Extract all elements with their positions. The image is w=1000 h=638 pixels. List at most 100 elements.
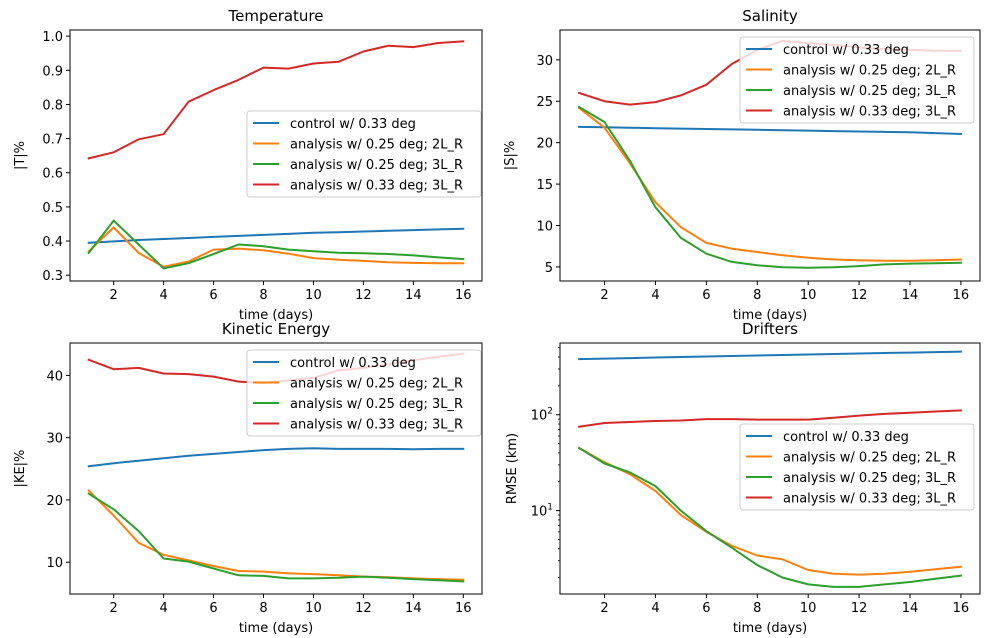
legend-label-1: control w/ 0.33 deg bbox=[783, 43, 909, 58]
x-tick-label: 6 bbox=[209, 601, 217, 616]
y-tick-label: 0.6 bbox=[42, 167, 63, 182]
y-axis-label: |KE|% bbox=[13, 450, 28, 488]
x-tick-label: 6 bbox=[702, 601, 710, 616]
legend: control w/ 0.33 deg analysis w/ 0.25 deg;… bbox=[739, 36, 975, 124]
x-tick-label: 4 bbox=[159, 288, 167, 303]
y-tick-label: 102 bbox=[531, 407, 553, 424]
x-tick-label: 8 bbox=[753, 288, 761, 303]
series-line-1 bbox=[578, 125, 962, 136]
series-line-2 bbox=[577, 446, 962, 576]
x-tick-label: 10 bbox=[800, 601, 817, 616]
axes-frame bbox=[69, 29, 483, 282]
y-tick-label: 40 bbox=[46, 369, 63, 384]
legend: control w/ 0.33 deg analysis w/ 0.25 deg;… bbox=[246, 110, 482, 198]
y-axis-label: |T|% bbox=[13, 141, 28, 170]
chart-panel-3: Kinetic Energy 2 4 6 8 10 12 14 16 10 20 30 40 time (… bbox=[13, 320, 483, 636]
y-axis-label: RMSE (km) bbox=[505, 433, 520, 504]
axes-frame bbox=[69, 342, 483, 595]
x-tick-label: 2 bbox=[110, 601, 118, 616]
legend-label-1: control w/ 0.33 deg bbox=[290, 117, 416, 132]
y-tick-label: 0.3 bbox=[42, 269, 63, 284]
x-tick-label: 2 bbox=[600, 601, 608, 616]
chart-panel-1: Temperature 2 4 6 8 10 12 14 16 0.3 0.4 0.5 0.6 0.7 0.… bbox=[13, 7, 483, 323]
legend-box bbox=[739, 36, 975, 124]
y-tick-label: 10 bbox=[46, 556, 63, 571]
x-axis-label: time (days) bbox=[239, 308, 313, 323]
x-axis-label: time (days) bbox=[733, 621, 807, 636]
x-tick-label: 10 bbox=[305, 288, 322, 303]
y-tick-label: 30 bbox=[46, 432, 63, 447]
x-tick-label: 4 bbox=[651, 288, 659, 303]
x-tick-label: 16 bbox=[455, 601, 472, 616]
series-line-2 bbox=[87, 489, 465, 581]
legend-label-3: analysis w/ 0.25 deg; 3L_R bbox=[783, 84, 956, 99]
axes-frame bbox=[559, 29, 981, 282]
y-tick-label: 0.7 bbox=[42, 133, 63, 148]
y-tick-label: 1.0 bbox=[42, 30, 63, 45]
legend-label-4: analysis w/ 0.33 deg; 3L_R bbox=[290, 179, 463, 194]
chart-title: Temperature bbox=[227, 7, 323, 25]
legend: control w/ 0.33 deg analysis w/ 0.25 deg;… bbox=[246, 349, 482, 437]
y-tick-label: 0.5 bbox=[42, 201, 63, 216]
x-tick-label: 14 bbox=[405, 288, 422, 303]
legend-label-2: analysis w/ 0.25 deg; 2L_R bbox=[783, 451, 956, 466]
x-tick-label: 14 bbox=[405, 601, 422, 616]
chart-panel-4: Drifters 2 4 6 8 10 12 14 16 101 102 time (days) RMS… bbox=[505, 320, 981, 636]
x-tick-label: 8 bbox=[259, 601, 267, 616]
y-tick-label: 5 bbox=[545, 261, 553, 276]
y-tick-label: 20 bbox=[46, 494, 63, 509]
x-tick-label: 4 bbox=[159, 601, 167, 616]
x-axis-label: time (days) bbox=[239, 621, 313, 636]
x-tick-label: 14 bbox=[902, 601, 919, 616]
x-axis-label: time (days) bbox=[733, 308, 807, 323]
legend-label-2: analysis w/ 0.25 deg; 2L_R bbox=[290, 138, 463, 153]
x-tick-label: 8 bbox=[259, 288, 267, 303]
plot-area bbox=[577, 350, 963, 588]
chart-panel-2: Salinity 2 4 6 8 10 12 14 16 5 10 15 20 25 30 time (day… bbox=[503, 7, 981, 323]
y-tick-label: 0.4 bbox=[42, 235, 63, 250]
x-tick-label: 6 bbox=[702, 288, 710, 303]
x-tick-label: 12 bbox=[851, 288, 868, 303]
x-tick-label: 12 bbox=[851, 601, 868, 616]
chart-title: Kinetic Energy bbox=[222, 320, 330, 338]
y-tick-label: 30 bbox=[536, 54, 553, 69]
x-tick-label: 12 bbox=[355, 288, 372, 303]
plot-area bbox=[87, 40, 465, 270]
x-tick-label: 12 bbox=[355, 601, 372, 616]
series-line-2 bbox=[87, 226, 465, 268]
x-tick-label: 4 bbox=[651, 601, 659, 616]
series-line-1 bbox=[578, 350, 962, 361]
series-line-1 bbox=[87, 447, 465, 468]
series-line-4 bbox=[87, 40, 465, 160]
legend-label-3: analysis w/ 0.25 deg; 3L_R bbox=[290, 397, 463, 412]
x-tick-label: 6 bbox=[209, 288, 217, 303]
series-line-3 bbox=[87, 492, 465, 583]
y-tick-label: 101 bbox=[531, 503, 553, 520]
legend-label-4: analysis w/ 0.33 deg; 3L_R bbox=[290, 418, 463, 433]
legend-label-1: control w/ 0.33 deg bbox=[783, 430, 909, 445]
y-tick-label: 0.9 bbox=[42, 64, 63, 79]
series-line-4 bbox=[577, 409, 962, 428]
x-tick-label: 2 bbox=[110, 288, 118, 303]
x-tick-label: 16 bbox=[455, 288, 472, 303]
legend: control w/ 0.33 deg analysis w/ 0.25 deg;… bbox=[739, 423, 975, 511]
y-tick-label: 25 bbox=[536, 95, 553, 110]
chart-title: Salinity bbox=[742, 7, 798, 25]
legend-label-2: analysis w/ 0.25 deg; 2L_R bbox=[783, 64, 956, 79]
x-tick-label: 16 bbox=[953, 288, 970, 303]
legend-label-4: analysis w/ 0.33 deg; 3L_R bbox=[783, 492, 956, 507]
legend-box bbox=[739, 423, 975, 511]
chart-title: Drifters bbox=[742, 320, 798, 338]
legend-label-3: analysis w/ 0.25 deg; 3L_R bbox=[783, 471, 956, 486]
x-tick-label: 16 bbox=[953, 601, 970, 616]
x-tick-label: 8 bbox=[753, 601, 761, 616]
x-tick-label: 10 bbox=[305, 601, 322, 616]
legend-label-3: analysis w/ 0.25 deg; 3L_R bbox=[290, 158, 463, 173]
series-line-3 bbox=[577, 105, 962, 269]
legend-label-2: analysis w/ 0.25 deg; 2L_R bbox=[290, 377, 463, 392]
y-tick-label: 0.8 bbox=[42, 98, 63, 113]
legend-box bbox=[246, 349, 482, 437]
series-line-3 bbox=[87, 219, 465, 270]
legend-label-4: analysis w/ 0.33 deg; 3L_R bbox=[783, 105, 956, 120]
